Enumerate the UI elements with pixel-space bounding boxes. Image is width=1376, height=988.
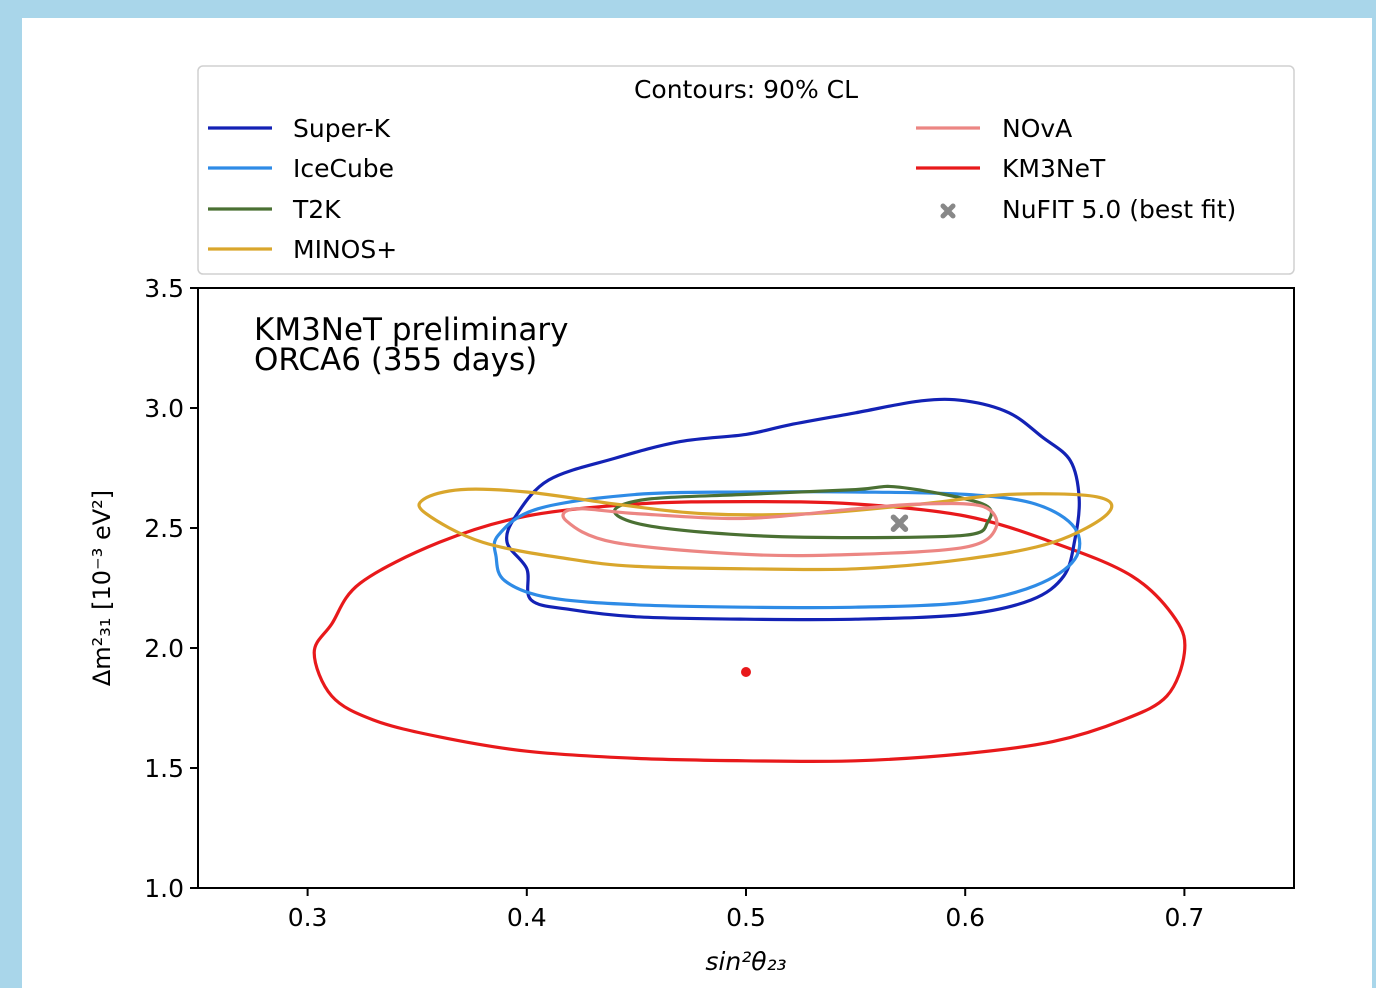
- legend-label-nufit-5-0-best-fit: NuFIT 5.0 (best fit): [1002, 195, 1236, 224]
- y-tick-label: 2.5: [144, 514, 184, 543]
- legend-box: [197, 65, 1295, 275]
- marker-km3net-best-fit: [741, 667, 751, 677]
- legend-label-km3net: KM3NeT: [1002, 154, 1106, 183]
- contour-chart: 0.3 0.4 0.5 0.6 0.7 1.0 1.5 2.0 2.5 3.0 3.5 sin²θ₂₃…: [88, 65, 1295, 976]
- legend-label-super-k: Super-K: [293, 114, 391, 143]
- legend-label-nova: NOvA: [1002, 114, 1072, 143]
- annotation-line: KM3NeT preliminary: [254, 312, 568, 348]
- marker-nufit-best-fit: [890, 514, 909, 532]
- x-tick-label: 0.5: [726, 903, 766, 932]
- legend-label-icecube: IceCube: [293, 154, 394, 183]
- y-axis-label: Δm²₃₁ [10⁻³ eV²]: [88, 490, 116, 686]
- legend-swatch-nufit: [940, 203, 956, 219]
- legend-title: Contours: 90% CL: [634, 75, 858, 104]
- annotation-line: ORCA6 (355 days): [254, 342, 537, 378]
- contour-icecube: [492, 490, 1082, 610]
- x-tick-label: 0.6: [945, 903, 985, 932]
- x-tick-label: 0.3: [288, 903, 328, 932]
- contour-km3net: [312, 500, 1187, 764]
- figure-frame: 0.3 0.4 0.5 0.6 0.7 1.0 1.5 2.0 2.5 3.0 3.5 sin²θ₂₃…: [22, 18, 1372, 988]
- marker-nufit-stroke-b: [890, 514, 909, 532]
- plot-frame: [197, 287, 1295, 889]
- x-tick-label: 0.7: [1165, 903, 1205, 932]
- legend-label-minos: MINOS+: [293, 235, 397, 264]
- contour-minos-: [417, 487, 1114, 572]
- contour-super-k: [505, 397, 1081, 622]
- x-axis-label: sin²θ₂₃: [705, 947, 786, 976]
- y-tick-label: 1.0: [144, 874, 184, 903]
- y-tick-label: 3.5: [144, 274, 184, 303]
- contour-t2k: [612, 484, 994, 540]
- contour-nova: [561, 501, 999, 558]
- legend-swatch-nufit-b: [940, 203, 956, 219]
- y-tick-label: 3.0: [144, 394, 184, 423]
- y-tick-label: 2.0: [144, 634, 184, 663]
- y-tick-label: 1.5: [144, 754, 184, 783]
- legend-label-t2k: T2K: [292, 195, 341, 224]
- x-tick-label: 0.4: [507, 903, 547, 932]
